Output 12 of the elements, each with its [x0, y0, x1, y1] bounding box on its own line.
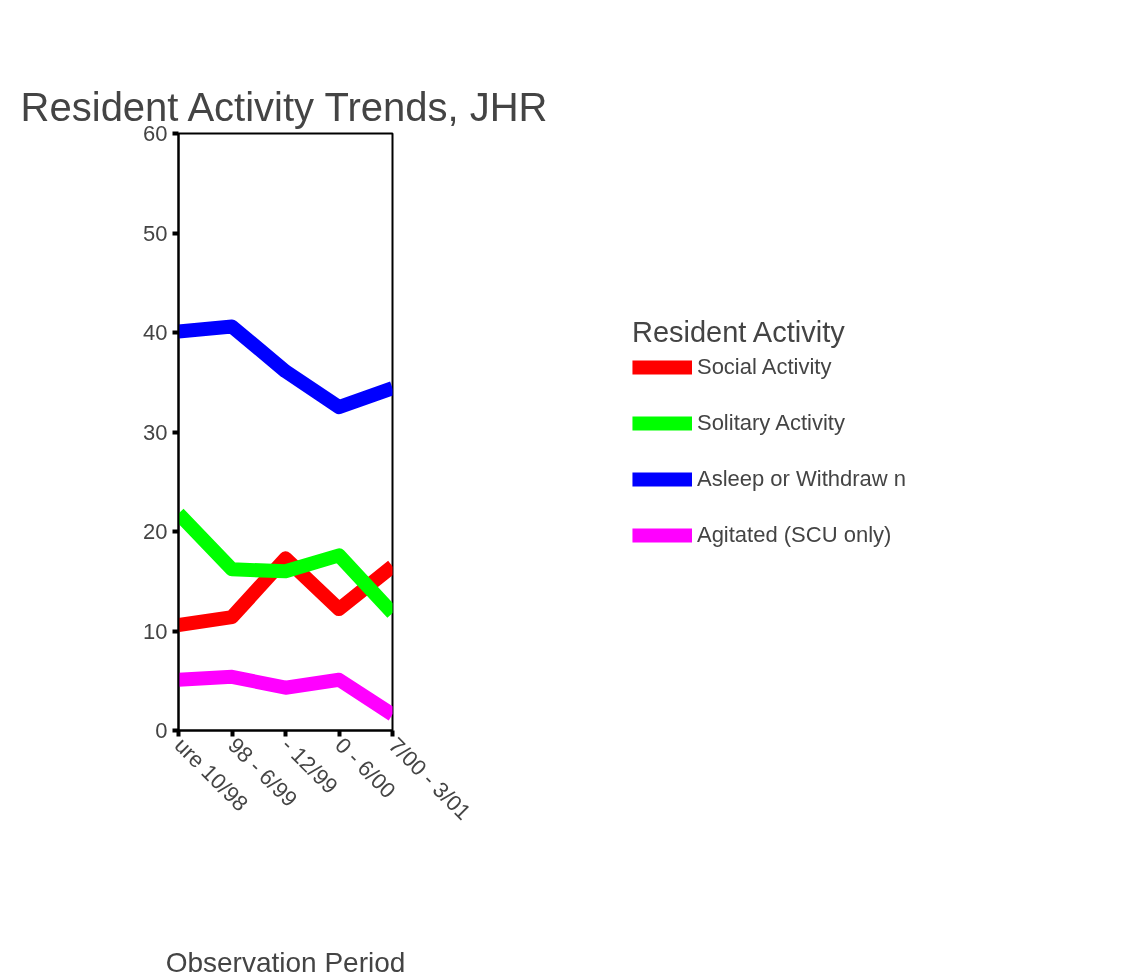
y-tick-label: 40	[143, 320, 168, 345]
legend-label: Agitated (SCU only)	[696, 521, 892, 548]
legend-title: Resident Activity	[631, 315, 846, 349]
y-tick-label: 30	[143, 419, 168, 445]
legend-label: Solitary Activity	[696, 409, 845, 436]
y-tick-label: 20	[143, 519, 168, 544]
y-tick-label: 10	[143, 618, 168, 644]
y-tick-label: 50	[143, 220, 168, 246]
y-tick-label: 0	[155, 718, 168, 743]
legend-label: Asleep or Withdraw n	[696, 465, 907, 492]
legend-label: Social Activity	[696, 353, 832, 380]
x-axis-title: Observation Period	[165, 946, 406, 978]
